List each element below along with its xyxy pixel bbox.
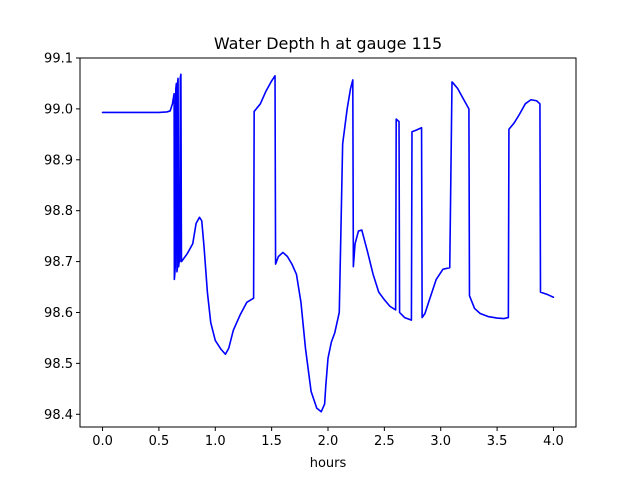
x-tick-label: 1.0 bbox=[205, 434, 226, 449]
y-tick-label: 98.6 bbox=[44, 306, 73, 321]
y-tick-label: 98.9 bbox=[44, 153, 73, 168]
x-axis-label: hours bbox=[310, 456, 347, 471]
x-tick-label: 3.0 bbox=[430, 434, 451, 449]
x-tick-label: 3.5 bbox=[487, 434, 508, 449]
y-tick-label: 99.1 bbox=[44, 52, 73, 67]
x-axis: 0.0 0.5 1.0 1.5 2.0 2.5 3.0 3.5 4.0 bbox=[92, 427, 564, 449]
y-tick-label: 98.5 bbox=[44, 357, 73, 372]
plot-area-background bbox=[80, 58, 576, 427]
x-tick-label: 2.5 bbox=[374, 434, 395, 449]
y-axis: 98.4 98.5 98.6 98.7 98.8 98.9 99.0 99.1 bbox=[44, 52, 80, 423]
x-tick-label: 0.0 bbox=[92, 434, 113, 449]
x-tick-label: 1.5 bbox=[261, 434, 282, 449]
y-tick-label: 98.4 bbox=[44, 408, 73, 423]
y-tick-label: 98.8 bbox=[44, 204, 73, 219]
y-tick-label: 99.0 bbox=[44, 102, 73, 117]
series-line-0 bbox=[101, 73, 555, 413]
x-tick-label: 2.0 bbox=[318, 434, 339, 449]
y-tick-label: 98.7 bbox=[44, 255, 73, 270]
chart-title: Water Depth h at gauge 115 bbox=[214, 34, 442, 53]
series-layer bbox=[101, 73, 555, 413]
x-tick-label: 0.5 bbox=[149, 434, 170, 449]
x-tick-label: 4.0 bbox=[543, 434, 564, 449]
